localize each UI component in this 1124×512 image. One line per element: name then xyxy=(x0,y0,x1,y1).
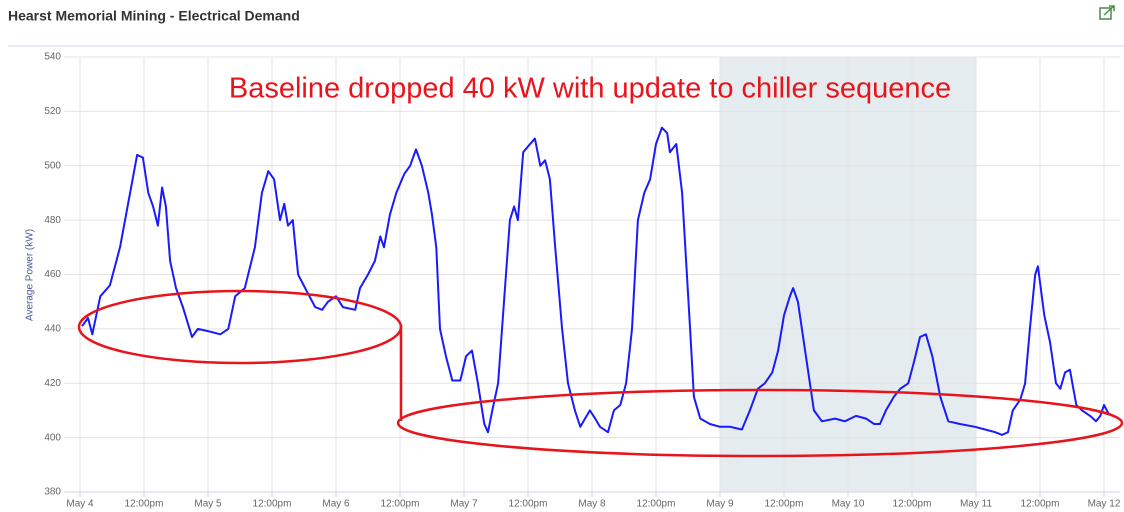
x-tick-label: May 12 xyxy=(1088,499,1121,510)
y-axis-label: Average Power (kW) xyxy=(25,229,36,321)
grid-layer: 380 400 420 440 460 480 500 520 540 May 4 12:00pm M… xyxy=(44,52,1121,510)
y-tick-label: 500 xyxy=(44,160,61,171)
x-tick-label: 12:00pm xyxy=(509,499,548,510)
x-tick-label: 12:00pm xyxy=(381,499,420,510)
y-tick-label: 480 xyxy=(44,215,61,226)
x-tick-label: 12:00pm xyxy=(125,499,164,510)
x-tick-label: May 10 xyxy=(832,499,865,510)
y-tick-label: 380 xyxy=(44,487,61,498)
y-tick-label: 540 xyxy=(44,52,61,63)
y-tick-label: 440 xyxy=(44,324,61,335)
chart-title: Hearst Memorial Mining - Electrical Dema… xyxy=(8,8,300,24)
y-tick-label: 520 xyxy=(44,106,61,117)
export-arrow[interactable] xyxy=(1103,5,1115,16)
x-tick-label: May 11 xyxy=(960,499,992,510)
x-tick-label: 12:00pm xyxy=(253,499,292,510)
x-tick-label: 12:00pm xyxy=(893,499,932,510)
y-tick-label: 420 xyxy=(44,378,61,389)
annotation-shapes xyxy=(77,289,1124,458)
line-layer xyxy=(81,126,1114,436)
x-tick-label: May 9 xyxy=(706,499,734,510)
ellipse-after xyxy=(396,388,1124,458)
x-tick-label: 12:00pm xyxy=(765,499,804,510)
x-tick-label: 12:00pm xyxy=(637,499,676,510)
y-tick-label: 400 xyxy=(44,432,61,443)
export-box[interactable] xyxy=(1099,7,1112,20)
data-line xyxy=(81,126,1114,436)
x-tick-label: May 7 xyxy=(450,499,478,510)
x-tick-label: May 5 xyxy=(194,499,222,510)
annotation: Baseline dropped 40 kW with update to ch… xyxy=(229,73,951,105)
y-tick-label: 460 xyxy=(44,269,61,280)
x-tick-label: May 6 xyxy=(322,499,350,510)
x-tick-label: May 4 xyxy=(66,499,94,510)
ellipse-before xyxy=(77,289,403,365)
x-tick-label: May 8 xyxy=(578,499,606,510)
x-tick-label: 12:00pm xyxy=(1021,499,1060,510)
export-icon[interactable] xyxy=(1099,5,1115,20)
